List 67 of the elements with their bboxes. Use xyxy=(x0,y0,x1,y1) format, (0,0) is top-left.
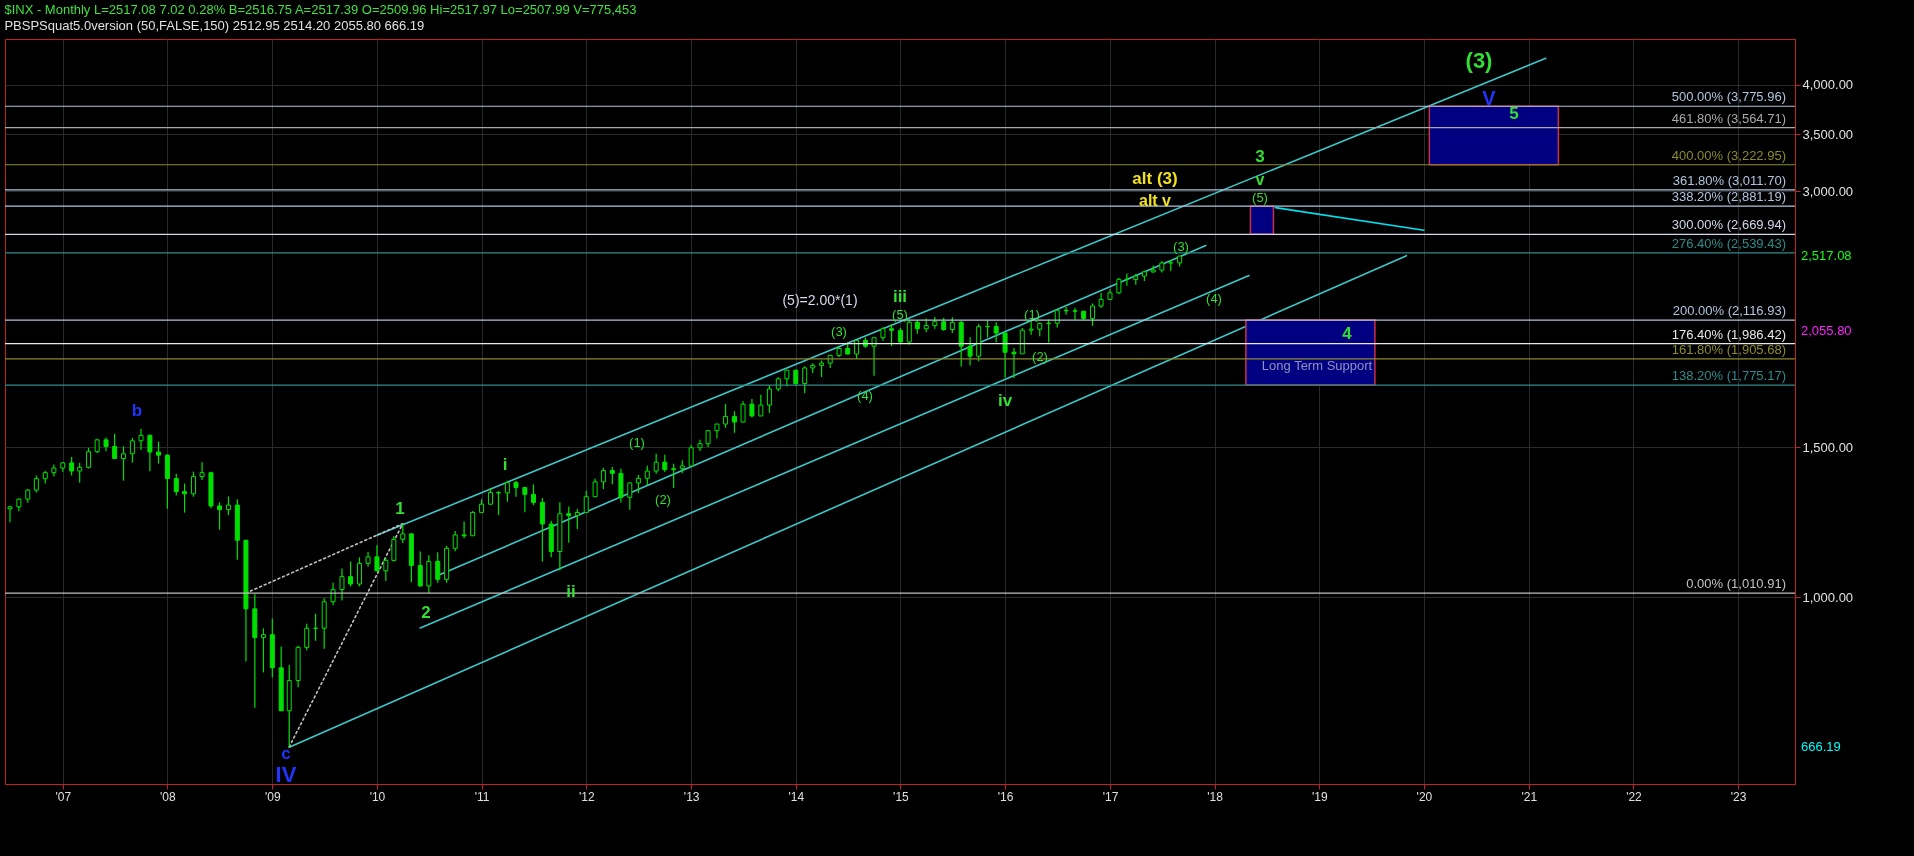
ref-line-label: 176.40% (1,986.42) xyxy=(1671,326,1786,342)
x-tick-label: '23 xyxy=(1730,789,1747,804)
annotation: IV xyxy=(275,762,297,787)
ref-line-label: 461.80% (3,564.71) xyxy=(1671,110,1786,126)
x-tick-label: '20 xyxy=(1416,789,1433,804)
x-tick-label: '09 xyxy=(264,789,281,804)
annotation: (4) xyxy=(857,388,873,403)
y-tick-label: 3,500.00 xyxy=(1802,126,1854,142)
annotation: Long Term Support xyxy=(1261,358,1373,373)
chart-subtitle: PBSPSquat5.0version (50,FALSE,150) 2512.95 2514.20 2055.80 666.19 xyxy=(4,18,425,33)
annotation: (5) xyxy=(1252,190,1268,205)
annotation: 3 xyxy=(1255,147,1265,166)
annotation: (3) xyxy=(831,324,847,339)
annotation: i xyxy=(502,455,508,474)
x-tick-label: '07 xyxy=(55,789,72,804)
annotation: V xyxy=(1482,87,1497,109)
annotation: (2) xyxy=(655,492,671,507)
ref-line-label: 200.00% (2,116.93) xyxy=(1672,303,1786,319)
x-tick-label: '22 xyxy=(1626,789,1643,804)
annotation: 5 xyxy=(1509,104,1519,123)
annotation: iv xyxy=(997,391,1013,410)
annotation: alt (3) xyxy=(1132,169,1178,188)
annotation: (3) xyxy=(1173,239,1189,254)
annotation: (2) xyxy=(1032,349,1048,364)
annotation: iii xyxy=(892,287,908,306)
ref-line-label: 338.20% (2,881.19) xyxy=(1671,189,1786,205)
x-tick-label: '13 xyxy=(683,789,700,804)
annotation: b xyxy=(131,401,143,420)
x-tick-label: '18 xyxy=(1207,789,1224,804)
annotation: 4 xyxy=(1342,324,1353,343)
ref-line-label: 276.40% (2,539.43) xyxy=(1671,235,1786,251)
ref-line-label: 0.00% (1,010.91) xyxy=(1686,576,1786,592)
ref-line-label: 161.80% (1,905.68) xyxy=(1671,341,1786,357)
annotation: 1 xyxy=(395,499,405,518)
y-tick-label: 1,500.00 xyxy=(1802,439,1854,455)
ref-line-label: 300.00% (2,669.94) xyxy=(1671,217,1786,233)
annotation: alt v xyxy=(1138,192,1172,209)
annotation: v xyxy=(1255,171,1265,188)
annotation: (4) xyxy=(1206,291,1222,306)
x-tick-label: '15 xyxy=(893,789,910,804)
annotation: (5)=2.00*(1) xyxy=(782,292,858,308)
x-tick-label: '21 xyxy=(1521,789,1538,804)
ref-line-label: 400.00% (3,222.95) xyxy=(1671,147,1786,163)
annotation: c xyxy=(281,744,291,763)
text: 2,517.08 xyxy=(1801,248,1852,263)
annotation: (3) xyxy=(1465,48,1493,73)
ref-line-label: 138.20% (1,775.17) xyxy=(1671,368,1786,384)
ref-line-label: 361.80% (3,011.70) xyxy=(1672,172,1786,188)
y-tick-label: 4,000.00 xyxy=(1802,77,1854,93)
text: 2,055.80 xyxy=(1801,323,1852,338)
annotation: (5) xyxy=(892,307,908,322)
annotation: (1) xyxy=(629,435,645,450)
x-tick-label: '08 xyxy=(160,789,177,804)
x-tick-label: '16 xyxy=(997,789,1014,804)
text: 666.19 xyxy=(1801,739,1841,754)
annotation: (1) xyxy=(1024,307,1040,322)
x-tick-label: '10 xyxy=(369,789,386,804)
x-tick-label: '14 xyxy=(788,789,805,804)
x-tick-label: '11 xyxy=(474,789,490,804)
annotation: 2 xyxy=(421,603,431,622)
ref-line-label: 500.00% (3,775.96) xyxy=(1671,89,1786,105)
x-tick-label: '17 xyxy=(1102,789,1119,804)
x-tick-label: '19 xyxy=(1311,789,1328,804)
x-tick-label: '12 xyxy=(578,789,595,804)
y-tick-label: 3,000.00 xyxy=(1802,183,1854,199)
y-tick-label: 1,000.00 xyxy=(1802,589,1854,605)
chart-title: $INX - Monthly L=2517.08 7.02 0.28% B=2516.75 A=2517.39 O=2509.96 Hi=2517.97 Lo=2507.99 V=775,453 xyxy=(4,2,637,17)
